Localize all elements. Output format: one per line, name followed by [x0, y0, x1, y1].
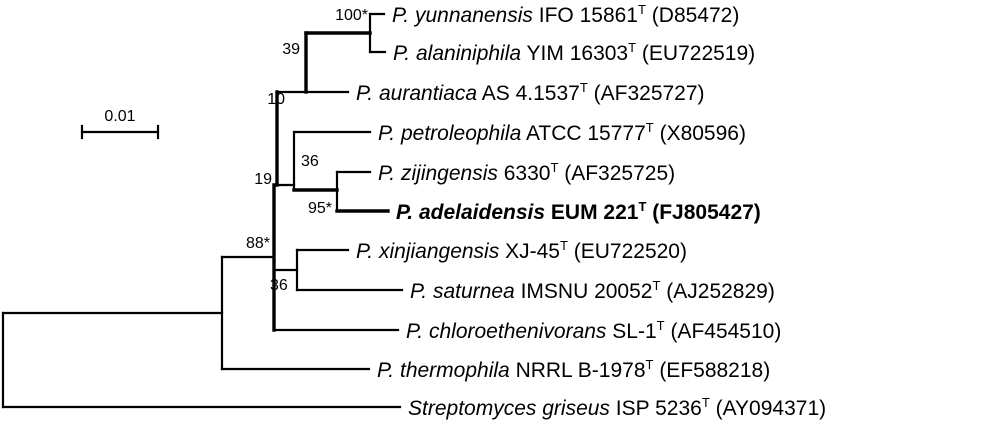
leaf-labels: P. yunnanensis IFO 15861T (D85472) P. al…: [356, 2, 826, 420]
bootstrap-label: 95*: [308, 200, 332, 217]
taxon-label-saturnea: P. saturnea IMSNU 20052T (AJ252829): [410, 278, 775, 303]
taxon-label-yunnanensis: P. yunnanensis IFO 15861T (D85472): [392, 2, 739, 27]
bootstrap-label: 36: [270, 277, 288, 294]
taxon-label-zijingensis: P. zijingensis 6330T (AF325725): [378, 160, 675, 185]
taxon-label-alaniniphila: P. alaniniphila YIM 16303T (EU722519): [393, 40, 755, 65]
taxon-label-aurantiaca: P. aurantiaca AS 4.1537T (AF325727): [356, 80, 705, 105]
bootstrap-label: 39: [282, 41, 300, 58]
bootstrap-label: 10: [267, 91, 285, 108]
scale-bar: 0.01: [80, 108, 160, 140]
bootstrap-label: 100*: [335, 7, 368, 24]
taxon-label-adelaidensis: P. adelaidensis EUM 221T (FJ805427): [396, 199, 761, 224]
taxon-label-petroleophila: P. petroleophila ATCC 15777T (X80596): [378, 120, 746, 145]
taxon-label-griseus: Streptomyces griseus ISP 5236T (AY094371…: [408, 395, 826, 420]
taxon-label-xinjiangensis: P. xinjiangensis XJ-45T (EU722520): [356, 238, 687, 263]
bootstrap-label: 36: [301, 153, 319, 170]
scale-bar-label: 0.01: [104, 108, 135, 125]
bootstrap-label: 88*: [246, 235, 270, 252]
bootstrap-values: 100* 39 10 36 95* 19 88* 36: [246, 7, 368, 294]
taxon-label-thermophila: P. thermophila NRRL B-1978T (EF588218): [377, 357, 770, 382]
tree-branches: [1, 12, 404, 409]
bootstrap-label: 19: [254, 171, 272, 188]
taxon-label-chloroethenivorans: P. chloroethenivorans SL-1T (AF454510): [406, 318, 781, 343]
